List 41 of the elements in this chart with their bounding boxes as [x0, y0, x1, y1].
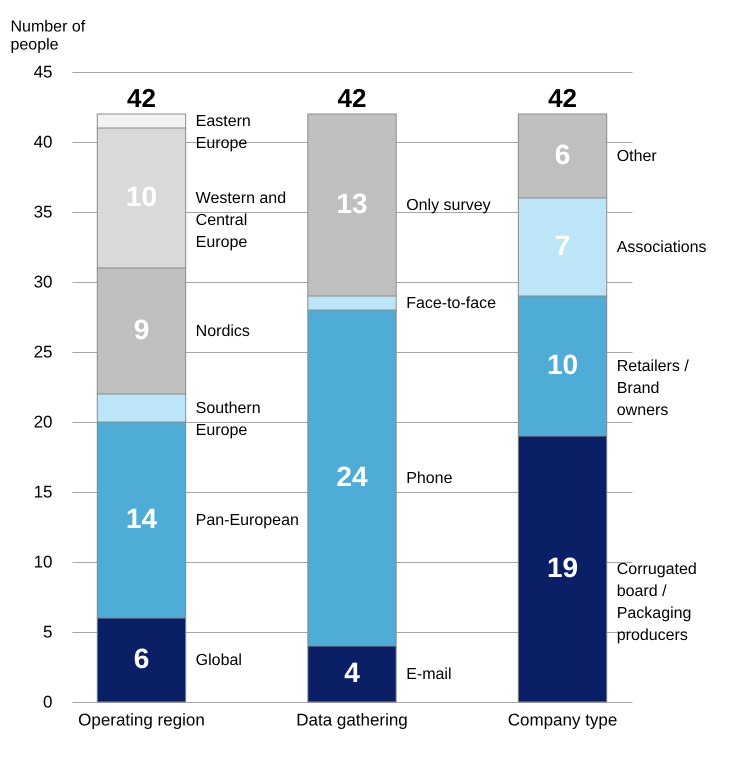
x-tick-label: Data gathering	[296, 710, 408, 730]
y-tick-label: 25	[34, 342, 52, 362]
data-label: 24	[336, 461, 368, 492]
y-tick-label: 30	[34, 272, 52, 292]
y-tick-label: 5	[43, 622, 52, 642]
series-label: Phone	[406, 470, 453, 487]
data-label: 14	[126, 503, 158, 534]
series-label: Retailers / Brand owners	[616, 358, 690, 419]
data-label: 9	[134, 314, 150, 345]
data-label: 10	[546, 349, 578, 380]
y-tick-label: 40	[34, 132, 52, 152]
series-label: Southern Europe	[196, 400, 261, 439]
total-label: 42	[127, 83, 156, 113]
y-tick-label: 45	[34, 62, 52, 82]
y-tick-label: 35	[34, 202, 52, 222]
data-label: 6	[554, 139, 570, 170]
y-tick-label: 20	[34, 412, 52, 432]
y-tick-label: 0	[43, 692, 52, 712]
data-label: 19	[546, 552, 578, 583]
y-axis-title: Number of people	[10, 18, 86, 54]
x-tick-label: Operating region	[78, 710, 205, 730]
y-tick-label: 15	[34, 482, 52, 502]
data-label: 7	[554, 230, 570, 261]
y-tick-label: 10	[34, 552, 52, 572]
series-label: Other	[616, 148, 658, 165]
series-label: Face-to-face	[406, 295, 496, 312]
series-label: Only survey	[406, 197, 491, 214]
series-label: Corrugated board / Packaging producers	[616, 561, 697, 644]
series-label: Associations	[616, 239, 707, 256]
series-label: E-mail	[406, 666, 452, 683]
series-label: Global	[196, 652, 242, 669]
total-label: 42	[338, 83, 366, 113]
series-label: Pan-European	[196, 512, 299, 529]
data-label: 13	[336, 188, 368, 219]
series-label: Nordics	[196, 323, 250, 340]
series-label: Western and Central Europe	[196, 190, 286, 251]
data-label: 6	[134, 643, 150, 674]
x-tick-label: Company type	[508, 710, 618, 730]
total-label: 42	[548, 83, 577, 113]
series-label: Eastern Europe	[196, 113, 251, 152]
data-label: 4	[344, 657, 360, 688]
